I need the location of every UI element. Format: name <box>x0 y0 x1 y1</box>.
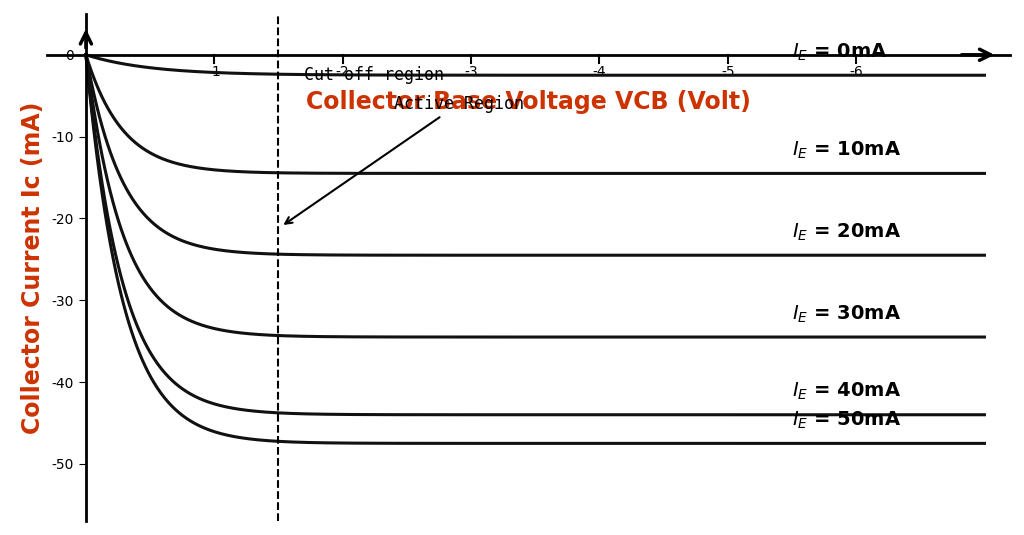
Text: Cut off region: Cut off region <box>304 66 444 84</box>
X-axis label: Collector Base Voltage VCB (Volt): Collector Base Voltage VCB (Volt) <box>306 90 752 113</box>
Text: $I_E$ = 10mA: $I_E$ = 10mA <box>792 140 901 161</box>
Text: Active Region: Active Region <box>286 95 524 224</box>
Text: $I_E$ = 40mA: $I_E$ = 40mA <box>792 381 901 402</box>
Text: $I_E$ = 30mA: $I_E$ = 30mA <box>792 303 901 325</box>
Text: $I_E$ = 50mA: $I_E$ = 50mA <box>792 410 901 431</box>
Text: $I_E$ = 20mA: $I_E$ = 20mA <box>792 221 901 243</box>
Y-axis label: Collector Current Ic (mA): Collector Current Ic (mA) <box>20 101 45 434</box>
Text: $I_E$ = 0mA: $I_E$ = 0mA <box>792 42 888 63</box>
